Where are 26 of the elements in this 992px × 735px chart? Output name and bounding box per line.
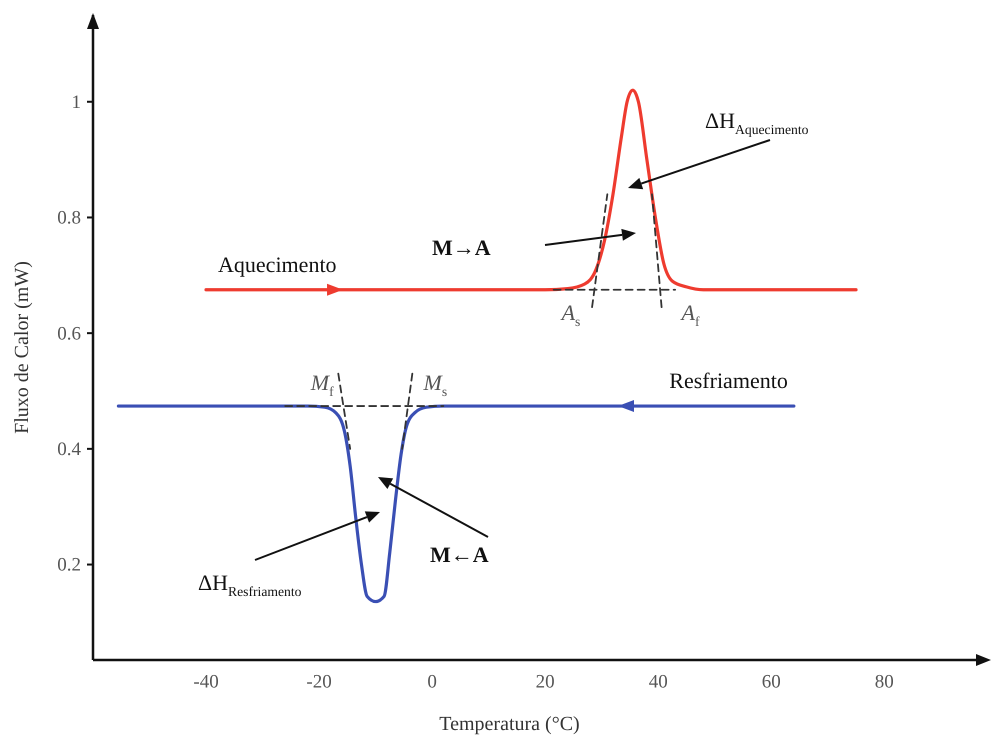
y-tick-label: 1 [72, 92, 81, 113]
x-axis-title: Temperatura (°C) [439, 713, 580, 735]
line-series [204, 88, 858, 292]
annotation: A$_{f}$ [679, 300, 700, 330]
y-tick-label: 0.2 [57, 554, 81, 576]
annotation: M$_{s}$ [422, 370, 448, 400]
x-tick-label: 80 [874, 671, 894, 692]
x-tick-label: 40 [648, 671, 668, 692]
series-label: Aquecimento [218, 252, 337, 277]
annotation: M→A [432, 235, 491, 260]
y-tick-label: 0.6 [57, 323, 81, 344]
x-tick-label: -40 [193, 671, 219, 692]
x-tick-label: 0 [427, 671, 437, 692]
annotation: M←A [430, 542, 489, 567]
line-series [116, 404, 796, 604]
series-label: Resfriamento [669, 368, 788, 394]
x-tick-label: 20 [536, 671, 555, 692]
annotation: M$_{f}$ [310, 370, 334, 400]
annotation: A$_{s}$ [560, 300, 580, 330]
annotation: ΔH$_{Aquecimento}$ [705, 108, 809, 138]
annotation: ΔH$_{Resfriamento}$ [198, 570, 302, 600]
y-tick-label: 0.4 [57, 438, 82, 460]
y-tick-label: 0.8 [57, 208, 81, 229]
x-tick-label: -20 [306, 671, 332, 692]
y-axis-title: Fluxo de Calor (mW) [11, 261, 33, 434]
x-tick-label: 60 [762, 671, 781, 692]
